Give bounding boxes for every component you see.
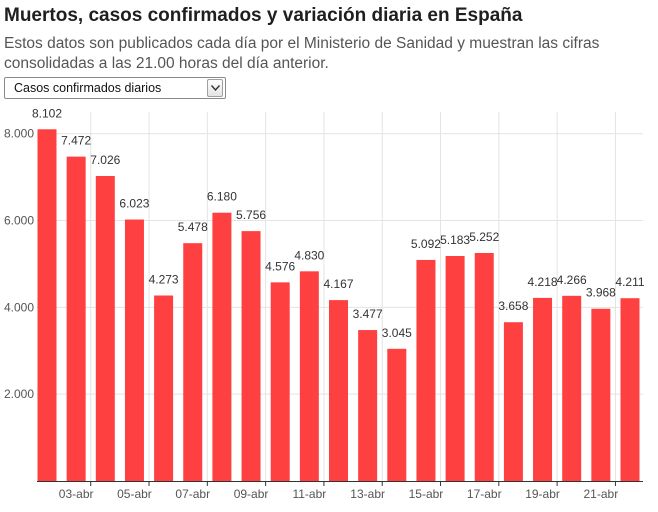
y-tick-label: 6.000 [4,214,34,228]
value-label: 4.266 [557,273,587,287]
bar [358,330,378,481]
value-label: 4.211 [615,275,644,289]
x-tick-label: 13-abr [350,487,385,501]
bar [329,300,348,481]
value-label: 6.180 [207,190,237,204]
value-label: 5.092 [411,237,441,251]
value-label: 5.252 [469,230,499,244]
bar [416,259,436,481]
bar [212,212,232,481]
x-tick-label: 21-abr [584,487,619,501]
bar [183,243,203,481]
bar [95,175,115,481]
bar [503,322,523,481]
bar [37,129,57,481]
y-tick-label: 4.000 [4,300,34,314]
bar [474,253,494,481]
x-tick-label: 07-abr [175,487,210,501]
bar [299,271,319,481]
bar [533,297,553,481]
value-label: 4.218 [528,275,558,289]
value-label: 7.026 [90,153,120,167]
x-tick-label: 05-abr [117,487,152,501]
bar [445,255,465,481]
value-label: 4.273 [149,273,179,287]
x-tick-label: 17-abr [467,487,502,501]
chevron-down-icon[interactable] [207,79,223,97]
bar [124,219,144,481]
bar [270,282,290,481]
bar [154,295,174,481]
bar [387,348,407,481]
metric-select-value: Casos confirmados diarios [14,81,162,95]
value-label: 3.045 [382,326,412,340]
value-label: 8.102 [32,106,62,120]
value-label: 3.477 [353,307,383,321]
value-label: 5.183 [440,233,470,247]
y-tick-label: 2.000 [4,387,34,401]
x-tick-label: 09-abr [234,487,269,501]
value-label: 6.023 [119,197,149,211]
value-label: 4.576 [265,259,295,273]
x-tick-label: 11-abr [292,487,326,501]
bar [241,231,261,481]
value-label: 4.167 [323,277,353,291]
value-label: 5.756 [236,208,266,222]
x-tick-label: 03-abr [59,487,94,501]
value-label: 5.478 [178,220,208,234]
x-tick-label: 19-abr [525,487,560,501]
metric-select[interactable]: Casos confirmados diarios [4,77,226,99]
value-label: 3.658 [498,299,528,313]
bar [620,298,640,481]
x-tick-label: 15-abr [409,487,444,501]
value-label: 4.830 [294,248,324,262]
page-subtitle: Estos datos son publicados cada día por … [4,35,600,72]
value-label: 7.472 [61,134,91,148]
y-tick-label: 8.000 [4,127,34,141]
bar [562,295,582,481]
value-label: 3.968 [586,286,616,300]
page-title: Muertos, casos confirmados y variación d… [4,5,523,26]
bar [591,308,611,481]
bar [66,156,86,481]
